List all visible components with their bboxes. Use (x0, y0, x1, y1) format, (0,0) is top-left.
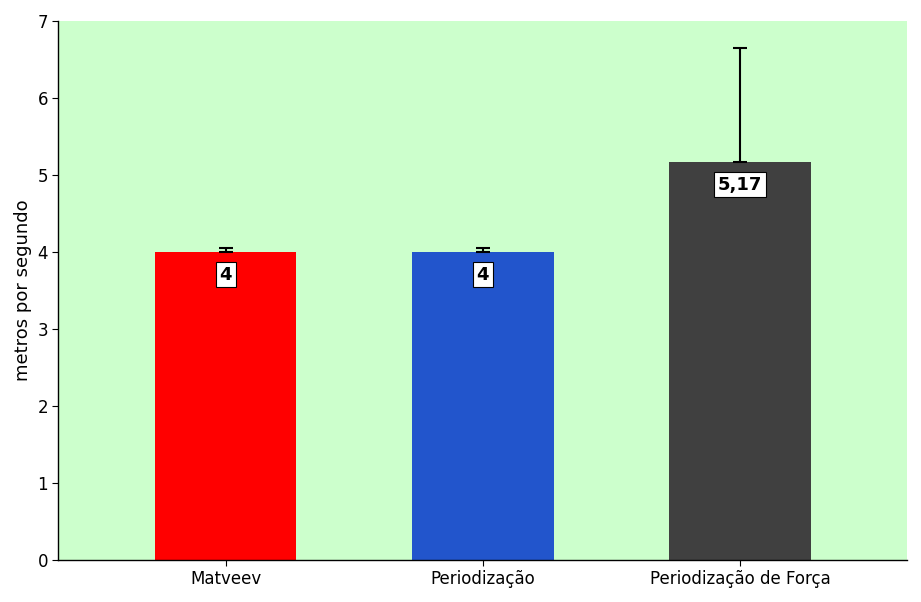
Text: 4: 4 (476, 265, 489, 284)
Text: 5,17: 5,17 (717, 176, 763, 194)
Bar (670, 162, 810, 560)
Y-axis label: metros por segundo: metros por segundo (14, 199, 32, 381)
Bar (412, 252, 554, 560)
Text: 4: 4 (219, 265, 232, 284)
Bar (155, 252, 297, 560)
